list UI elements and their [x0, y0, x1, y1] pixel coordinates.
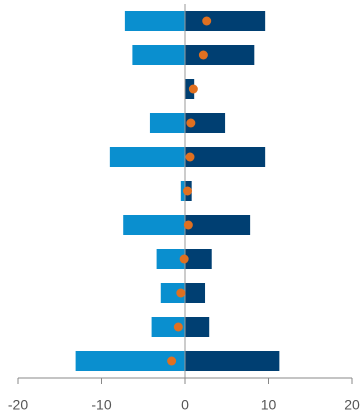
dot: [173, 322, 183, 332]
dot: [186, 118, 196, 128]
bar: [185, 45, 255, 65]
dot: [179, 254, 189, 264]
dot: [198, 50, 208, 60]
dot: [183, 220, 193, 230]
dot: [202, 16, 212, 26]
bar: [185, 317, 210, 337]
bar: [156, 249, 185, 269]
bar: [75, 351, 185, 371]
x-tick-label: -20: [8, 397, 28, 413]
bar: [151, 317, 185, 337]
bar: [185, 283, 206, 303]
dot: [167, 356, 177, 366]
dot: [176, 288, 186, 298]
x-tick-label: 10: [261, 397, 277, 413]
bar: [185, 249, 212, 269]
x-tick-label: -10: [91, 397, 111, 413]
bar: [132, 45, 185, 65]
x-tick-label: 20: [344, 397, 360, 413]
bar: [124, 11, 185, 31]
bar: [185, 351, 280, 371]
bar: [185, 113, 226, 133]
bar: [160, 283, 185, 303]
dot: [185, 152, 195, 162]
bar: [185, 11, 266, 31]
bar: [109, 147, 185, 167]
bar: [123, 215, 185, 235]
bar: [180, 181, 185, 201]
x-tick-label: 0: [181, 397, 189, 413]
dot: [183, 186, 193, 196]
dot: [188, 84, 198, 94]
bar: [149, 113, 185, 133]
bar: [185, 147, 266, 167]
bar: [185, 215, 251, 235]
